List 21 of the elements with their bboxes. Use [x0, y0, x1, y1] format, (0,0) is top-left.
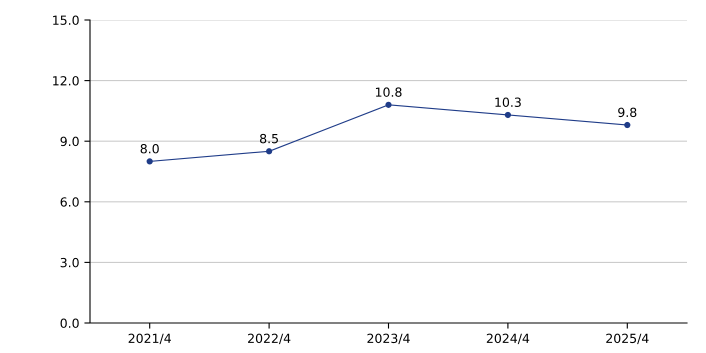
y-tick-label: 12.0 — [53, 76, 79, 86]
data-label: 9.8 — [618, 108, 636, 118]
y-tick-label: 0.0 — [60, 318, 79, 328]
y-tick-label: 6.0 — [60, 197, 79, 207]
y-tick-label: 9.0 — [60, 136, 79, 146]
point — [146, 158, 153, 165]
point — [504, 112, 512, 118]
data-label: 10.8 — [376, 87, 402, 97]
data-label: 8.5 — [260, 134, 278, 144]
data-label: 10.3 — [495, 98, 521, 107]
x-tick-label: 2025/4 — [606, 334, 649, 344]
y-tick-label: 3.0 — [60, 258, 79, 268]
data-label: 8.0 — [140, 144, 159, 154]
x-tick-label: 2021/4 — [128, 334, 171, 344]
point — [266, 148, 272, 154]
x-tick-label: 2024/4 — [486, 334, 530, 344]
point — [385, 102, 392, 108]
x-tick-label: 2022/4 — [248, 334, 290, 344]
y-tick-label: 15.0 — [53, 15, 79, 25]
point — [624, 122, 630, 128]
x-tick-label: 2023/4 — [367, 334, 410, 344]
